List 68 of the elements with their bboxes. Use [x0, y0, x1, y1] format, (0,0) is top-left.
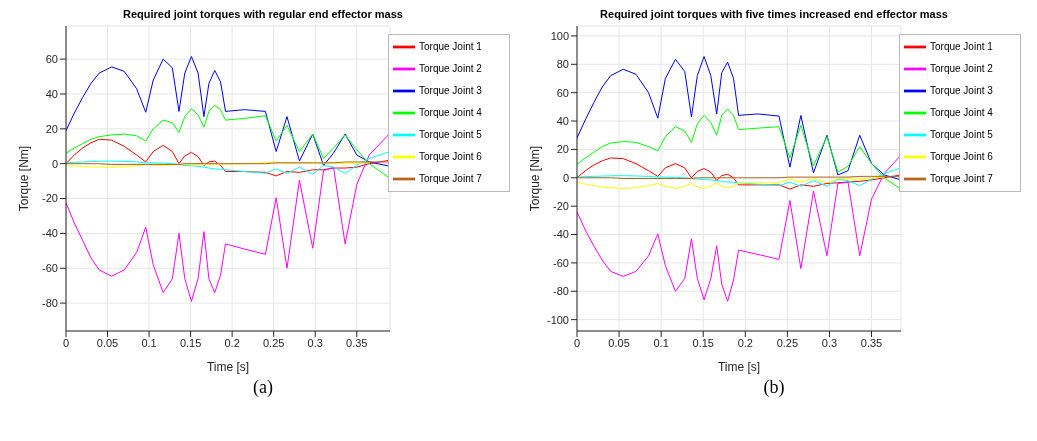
x-tick-label: 0.2: [737, 336, 753, 349]
line-series: [577, 56, 901, 181]
legend-label: Torque Joint 5: [930, 128, 993, 140]
x-tick-label: 0.05: [96, 336, 119, 349]
y-tick-label: 60: [556, 86, 569, 99]
legend-label: Torque Joint 3: [419, 84, 482, 96]
y-tick-label: 20: [556, 143, 569, 156]
y-tick-label: -40: [42, 227, 58, 240]
legend-label: Torque Joint 7: [419, 172, 482, 184]
x-tick-label: 0.1: [141, 336, 157, 349]
line-series: [66, 138, 390, 177]
legend-label: Torque Joint 2: [930, 62, 993, 74]
line-series: [577, 157, 901, 190]
x-axis-title: Time [s]: [206, 360, 250, 374]
y-tick-label: 0: [562, 171, 569, 184]
y-tick-label: 100: [550, 29, 569, 42]
x-tick-label: 0.3: [307, 336, 323, 349]
text: (b): [762, 377, 786, 398]
legend-label: Torque Joint 6: [930, 150, 993, 162]
y-tick-label: -60: [553, 256, 569, 269]
chart-title: Required joint torques with five times increased end effector mass: [599, 8, 949, 22]
x-tick-label: 0.35: [860, 336, 883, 349]
x-tick-label: 0: [62, 336, 70, 349]
y-tick-label: -20: [42, 192, 58, 205]
legend-label: Torque Joint 6: [419, 150, 482, 162]
line-series: [66, 104, 390, 179]
text: (a): [252, 377, 274, 398]
y-axis-title: Torque [Nm]: [17, 145, 32, 212]
y-tick-label: 60: [45, 53, 58, 66]
y-tick-label: -60: [42, 262, 58, 275]
line-series: [66, 150, 390, 175]
y-tick-label: -80: [553, 285, 569, 298]
y-tick-label: 20: [45, 122, 58, 135]
x-tick-label: 0.25: [776, 336, 799, 349]
legend-label: Torque Joint 2: [419, 62, 482, 74]
x-tick-label: 0.3: [821, 336, 838, 349]
y-tick-label: -100: [546, 313, 569, 326]
x-tick-label: 0.1: [653, 336, 669, 349]
legend-label: Torque Joint 5: [419, 128, 482, 140]
legend-label: Torque Joint 1: [419, 40, 482, 52]
y-tick-label: 0: [51, 157, 58, 170]
legend-label: Torque Joint 7: [930, 172, 993, 184]
x-tick-label: 0.35: [346, 336, 368, 349]
x-tick-label: 0.15: [179, 336, 202, 349]
y-tick-label: -20: [553, 200, 569, 213]
x-tick-label: 0.25: [262, 336, 285, 349]
line-series: [577, 108, 901, 190]
x-tick-label: 0: [573, 336, 581, 349]
line-series: [577, 167, 901, 187]
x-tick-label: 0.05: [608, 336, 630, 349]
y-tick-label: -80: [42, 297, 58, 310]
y-axis-title: Torque [Nm]: [528, 145, 543, 212]
x-tick-label: 0.2: [224, 336, 240, 349]
line-series: [66, 132, 390, 302]
line-series: [66, 56, 390, 167]
y-tick-label: 40: [45, 87, 58, 100]
legend-label: Torque Joint 4: [419, 106, 482, 118]
chart-title: Required joint torques with regular end effector mass: [122, 8, 404, 22]
y-tick-label: -40: [553, 228, 569, 241]
legend-label: Torque Joint 4: [930, 106, 993, 118]
line-series: [577, 176, 885, 189]
y-tick-label: 40: [556, 114, 569, 127]
line-series: [577, 154, 901, 302]
x-axis-title: Time [s]: [717, 360, 761, 374]
x-tick-label: 0.15: [692, 336, 714, 349]
legend-label: Torque Joint 3: [930, 84, 993, 96]
legend-label: Torque Joint 1: [930, 40, 993, 52]
y-tick-label: 80: [556, 58, 569, 71]
